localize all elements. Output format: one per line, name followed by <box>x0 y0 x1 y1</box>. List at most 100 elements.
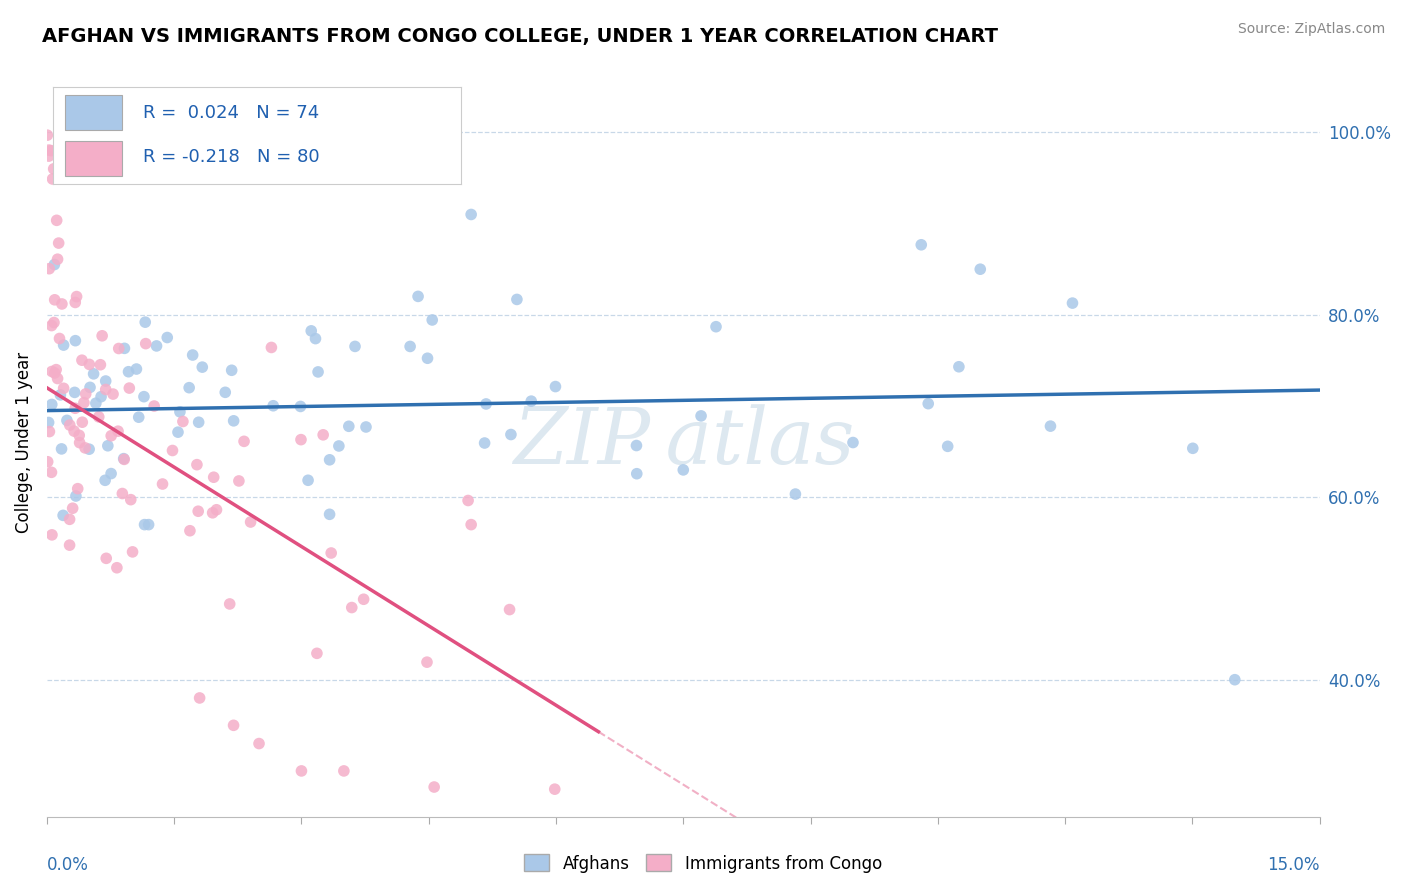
Point <box>460 517 482 532</box>
Point <box>38 261 60 276</box>
Point <box>1181 442 1204 456</box>
Point <box>45 213 67 227</box>
Point <box>312 427 335 442</box>
Point <box>125 362 148 376</box>
Point <box>100 429 122 443</box>
Point <box>169 405 191 419</box>
Point <box>89 358 111 372</box>
Point <box>46 252 69 267</box>
Point <box>626 467 648 481</box>
Point <box>423 780 446 794</box>
Point <box>107 424 129 438</box>
Point <box>105 560 128 574</box>
Point <box>37 455 59 469</box>
Point <box>117 365 139 379</box>
Point <box>84 396 107 410</box>
Point <box>318 452 340 467</box>
Point <box>785 487 807 501</box>
Point <box>46 371 69 385</box>
Point <box>672 463 695 477</box>
Point <box>544 782 567 797</box>
Point <box>41 364 63 378</box>
Point <box>51 297 73 311</box>
Point <box>45 362 67 376</box>
Point <box>135 336 157 351</box>
Point <box>51 442 73 456</box>
Point <box>112 451 135 466</box>
Point <box>96 551 118 566</box>
Point <box>73 395 96 409</box>
Point <box>128 410 150 425</box>
Point <box>307 365 329 379</box>
Legend: Afghans, Immigrants from Congo: Afghans, Immigrants from Congo <box>517 847 889 880</box>
Point <box>75 387 97 401</box>
Point <box>94 383 117 397</box>
Point <box>181 348 204 362</box>
Point <box>544 379 567 393</box>
Point <box>910 237 932 252</box>
Point <box>77 442 100 457</box>
Point <box>69 435 91 450</box>
Point <box>626 438 648 452</box>
Point <box>222 718 245 732</box>
Point <box>41 318 63 333</box>
Point <box>111 486 134 500</box>
Point <box>218 597 240 611</box>
Point <box>63 424 86 438</box>
Point <box>79 380 101 394</box>
Point <box>337 419 360 434</box>
Point <box>63 401 86 416</box>
Point <box>63 385 86 400</box>
Point <box>101 387 124 401</box>
Point <box>90 390 112 404</box>
Point <box>188 690 211 705</box>
Point <box>37 128 59 143</box>
Point <box>118 381 141 395</box>
Point <box>969 262 991 277</box>
Point <box>233 434 256 449</box>
Point <box>39 144 62 158</box>
Point <box>87 409 110 424</box>
Point <box>44 293 66 307</box>
Point <box>460 207 482 221</box>
Point <box>354 420 377 434</box>
Point <box>52 508 75 523</box>
Point <box>299 324 322 338</box>
Point <box>70 353 93 368</box>
Point <box>132 390 155 404</box>
Point <box>340 600 363 615</box>
Point <box>67 428 90 442</box>
Point <box>41 397 63 411</box>
Point <box>328 439 350 453</box>
Point <box>52 338 75 352</box>
Point <box>333 764 356 778</box>
Text: ZIP atlas: ZIP atlas <box>513 404 853 481</box>
Point <box>94 473 117 487</box>
Point <box>134 315 156 329</box>
Point <box>44 258 66 272</box>
Point <box>416 351 439 366</box>
Point <box>499 427 522 442</box>
Point <box>112 452 135 467</box>
Point <box>42 161 65 176</box>
Point <box>690 409 713 423</box>
Point <box>52 381 75 395</box>
Point <box>65 295 87 310</box>
Point <box>420 313 443 327</box>
Point <box>41 172 63 186</box>
Point <box>201 506 224 520</box>
Point <box>114 342 136 356</box>
Point <box>239 515 262 529</box>
Point <box>474 436 496 450</box>
Point <box>65 289 87 303</box>
Point <box>353 592 375 607</box>
Point <box>145 339 167 353</box>
Point <box>179 524 201 538</box>
Point <box>416 655 439 669</box>
Point <box>143 399 166 413</box>
Point <box>172 415 194 429</box>
Point <box>1223 673 1246 687</box>
Point <box>41 466 63 480</box>
Point <box>65 489 87 503</box>
Point <box>62 501 84 516</box>
